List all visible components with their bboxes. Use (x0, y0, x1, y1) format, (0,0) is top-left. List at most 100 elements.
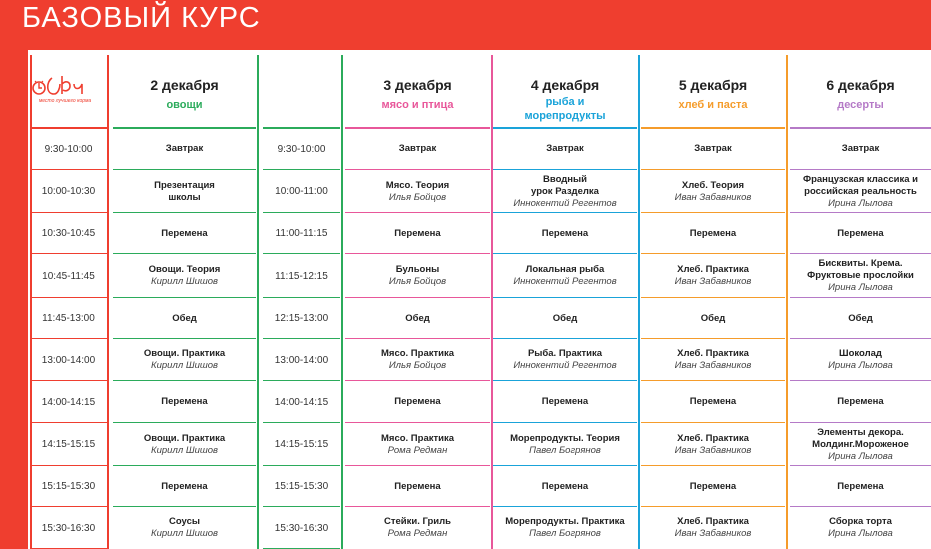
schedule-cell: Презентация школы (113, 170, 256, 213)
cell-title: Перемена (541, 396, 589, 407)
schedule-cell: Мясо. Теория Илья Бойцов (345, 170, 490, 213)
day-theme: десерты (837, 99, 884, 111)
cell-teacher: Рома Редман (387, 528, 448, 539)
day-header: 4 декабря рыба и морепродукты (493, 55, 637, 133)
row-divider (493, 380, 637, 381)
cell-title: Перемена (394, 396, 441, 407)
cell-title: Овощи. Практика (143, 432, 226, 444)
day-header: 5 декабря хлеб и паста (641, 55, 785, 133)
time-slot: 9:30-10:00 (44, 143, 93, 155)
schedule-cell: Перемена (790, 213, 931, 254)
cell-title: Перемена (394, 227, 441, 239)
cell-title: Овощи. Практика (143, 348, 226, 359)
cell-teacher: Иван Забавников (674, 528, 752, 539)
time-slot: 10:00-10:30 (41, 186, 96, 197)
schedule-cell: Обед (641, 298, 785, 339)
cell-title: Мясо. Практика (380, 432, 455, 444)
schedule-cell: Завтрак (790, 128, 931, 170)
day-header-line (345, 127, 490, 129)
row-divider (30, 422, 107, 423)
time-slot: 15:30-16:30 (41, 522, 96, 534)
row-divider (30, 169, 107, 170)
cell-title: Завтрак (165, 143, 204, 154)
row-divider (263, 506, 340, 507)
cell-teacher: Илья Бойцов (388, 191, 447, 203)
schedule-cell: Морепродукты. Практика Павел Богрянов (493, 507, 637, 549)
cell-title: Соусы (169, 516, 200, 527)
time-slot: 11:00-11:15 (275, 228, 328, 239)
schedule-cell: Мясо. Практика Рома Редман (345, 423, 490, 466)
cell-teacher: Иван Забавников (674, 360, 752, 371)
schedule-cell: Перемена (113, 381, 256, 423)
schedule-cell: Перемена (345, 213, 490, 254)
cell-title: Завтрак (694, 143, 732, 154)
cell-title: Шоколад (839, 348, 882, 359)
day-theme: рыба и морепродукты (524, 96, 606, 122)
schedule-cell: Перемена (493, 213, 637, 254)
cell-title: Хлеб. Практика (677, 348, 749, 359)
day-date: 5 декабря (678, 77, 748, 93)
row-divider (263, 465, 340, 466)
time-slot: 14:00-14:15 (274, 396, 329, 408)
row-divider (263, 338, 340, 339)
row-divider (641, 422, 785, 423)
row-divider (641, 169, 785, 170)
schedule-board: место лучшего корма 9:30-10:00 10:00-10:30… (28, 50, 931, 549)
day-header: 3 декабря мясо и птица (345, 55, 490, 133)
cell-title: Завтрак (546, 143, 584, 154)
time-slot: 14:15-15:15 (41, 439, 96, 450)
day-theme: мясо и птица (381, 99, 454, 111)
row-divider (30, 338, 107, 339)
page-header: БАЗОВЫЙ КУРС (0, 0, 931, 50)
cell-title: Хлеб. Практика (677, 432, 749, 444)
day-header-line (790, 127, 931, 129)
row-divider (790, 506, 931, 507)
time-slot: 12:15-13:00 (274, 313, 329, 324)
cell-teacher: Ирина Лылова (828, 528, 893, 539)
schedule-cell: Перемена (113, 213, 256, 254)
schedule-cell: Сборка торта Ирина Лылова (790, 507, 931, 549)
day1-right-border (257, 55, 259, 549)
schedule-cell: Завтрак (345, 128, 490, 170)
row-divider (641, 212, 785, 213)
cell-title: Перемена (689, 396, 737, 407)
schedule-cell: Перемена (790, 381, 931, 423)
cell-teacher: Иван Забавников (674, 276, 752, 287)
cell-teacher: Иннокентий Регентов (513, 197, 617, 209)
row-divider (345, 212, 490, 213)
cell-title: Хлеб. Теория (681, 179, 745, 191)
schedule-cell: Хлеб. Теория Иван Забавников (641, 170, 785, 213)
day-date: 3 декабря (383, 77, 452, 93)
row-divider (113, 212, 256, 213)
row-divider (113, 338, 256, 339)
schedule-cell: Овощи. Практика Кирилл Шишов (113, 423, 256, 466)
row-divider (345, 506, 490, 507)
row-divider (113, 297, 256, 298)
row-divider (641, 506, 785, 507)
schedule-cell: Локальная рыба Иннокентий Регентов (493, 254, 637, 298)
schedule-cell: Завтрак (641, 128, 785, 170)
cell-teacher: Иван Забавников (674, 444, 752, 456)
time-slot: 15:15-15:30 (274, 481, 329, 492)
schedule-cell: Вводный урок Разделка Иннокентий Регентов (493, 170, 637, 213)
day-date: 6 декабря (826, 77, 895, 93)
cell-title: Перемена (837, 396, 884, 407)
row-divider (790, 212, 931, 213)
cell-title: Перемена (837, 227, 884, 239)
row-divider (113, 169, 256, 170)
schedule-cell: Хлеб. Практика Иван Забавников (641, 339, 785, 381)
row-divider (493, 422, 637, 423)
row-divider (493, 506, 637, 507)
day-date: 4 декабря (530, 77, 600, 93)
schedule-cell: Перемена (641, 466, 785, 507)
row-divider (345, 338, 490, 339)
row-divider (113, 253, 256, 254)
cell-title: Рыба. Практика (527, 348, 603, 359)
cell-title: Обед (700, 312, 726, 324)
schedule-cell: Мясо. Практика Илья Бойцов (345, 339, 490, 381)
cell-title: Локальная рыба (525, 264, 605, 275)
row-divider (345, 380, 490, 381)
cell-teacher: Ирина Лылова (828, 360, 893, 371)
row-divider (790, 169, 931, 170)
row-divider (790, 297, 931, 298)
